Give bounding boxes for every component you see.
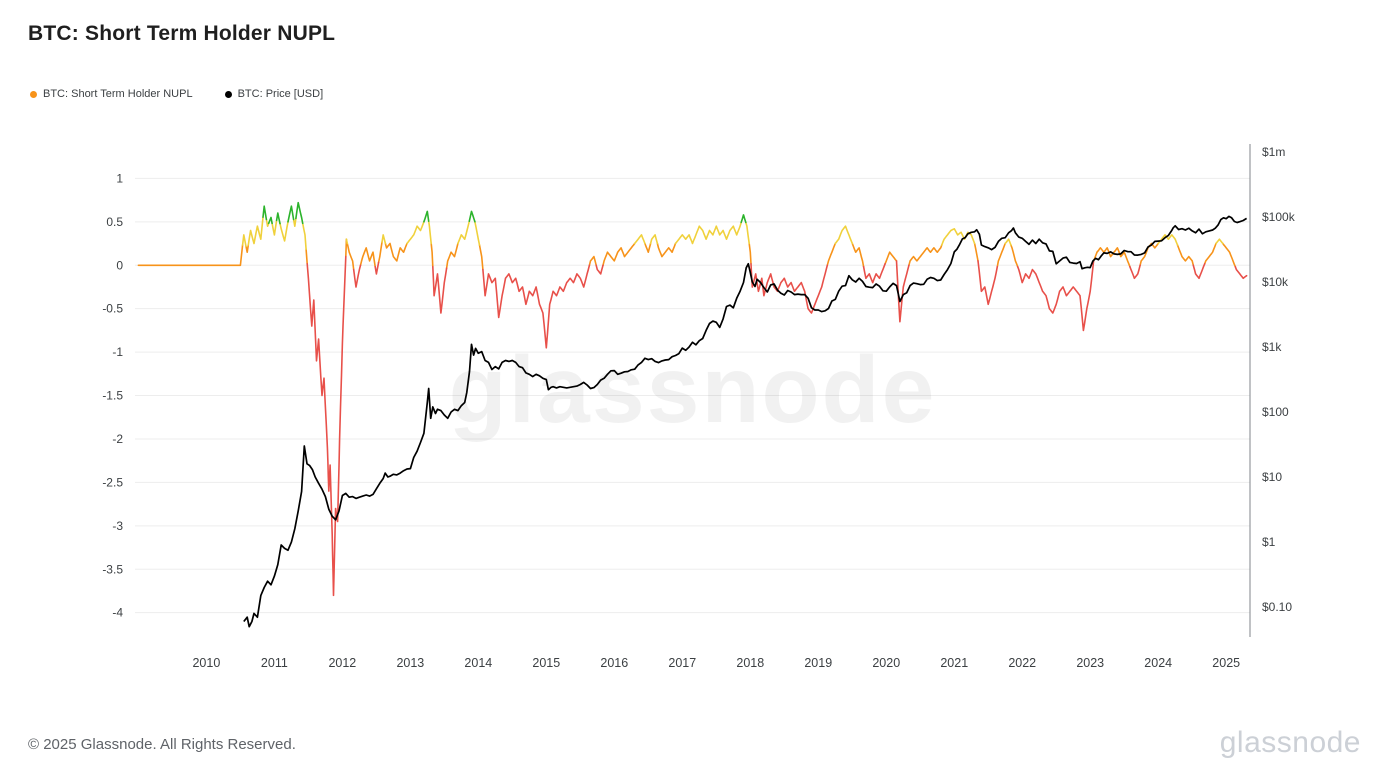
nupl-series-line (306, 255, 1248, 597)
x-axis-tick-label: 2011 (261, 656, 288, 670)
nupl-series-line (262, 201, 747, 225)
footer-logo: glassnode (1219, 726, 1361, 759)
x-axis-tick-label: 2014 (464, 656, 492, 670)
left-axis-tick-label: 0.5 (106, 215, 123, 229)
right-axis-tick-label: $100k (1262, 210, 1296, 224)
x-axis-tick-label: 2024 (1144, 656, 1172, 670)
x-axis-tick-label: 2022 (1008, 656, 1036, 670)
legend-dot-nupl-icon (30, 90, 37, 98)
legend-label-price: BTC: Price [USD] (237, 88, 324, 100)
x-axis-tick-label: 2016 (600, 656, 628, 670)
right-axis-tick-label: $1m (1262, 145, 1285, 159)
watermark: glassnode (449, 337, 937, 443)
x-axis-tick-label: 2015 (532, 656, 560, 670)
right-axis-tick-label: $10k (1262, 275, 1289, 289)
legend-dot-price-icon (224, 90, 232, 98)
nupl-series-line (241, 216, 1224, 251)
left-axis-tick-label: -4 (112, 606, 123, 620)
nupl-series-line (137, 238, 1237, 271)
legend-label-nupl: BTC: Short Term Holder NUPL (43, 88, 193, 100)
legend-item-nupl[interactable]: BTC: Short Term Holder NUPL (30, 88, 193, 100)
left-axis-tick-label: 0 (116, 258, 123, 272)
x-axis-tick-label: 2010 (192, 656, 220, 670)
right-axis-tick-label: $100 (1262, 405, 1289, 419)
x-axis-tick-label: 2021 (940, 656, 968, 670)
left-axis-tick-label: -1 (112, 345, 123, 359)
x-axis-tick-label: 2018 (736, 656, 764, 670)
chart-canvas[interactable]: 1 0.5 0 -0.5 -1 -1.5 -2 -2.5 -3 -3.5 -4 glassnode $1… (0, 110, 1393, 670)
legend: BTC: Short Term Holder NUPL BTC: Price [… (30, 88, 323, 100)
x-axis-tick-label: 2013 (396, 656, 424, 670)
right-axis-tick-label: $0.10 (1262, 600, 1292, 614)
left-axis-tick-label: 1 (116, 171, 123, 185)
left-axis-tick-label: -1.5 (102, 389, 123, 403)
legend-item-price[interactable]: BTC: Price [USD] (224, 88, 324, 100)
left-axis-tick-label: -0.5 (102, 302, 123, 316)
chart-title: BTC: Short Term Holder NUPL (28, 22, 336, 45)
right-axis-tick-label: $1k (1262, 340, 1282, 354)
x-axis-tick-label: 2023 (1076, 656, 1104, 670)
x-axis-tick-label: 2020 (872, 656, 900, 670)
right-axis-tick-label: $1 (1262, 535, 1276, 549)
right-axis-tick-label: $10 (1262, 470, 1282, 484)
footer-copyright: © 2025 Glassnode. All Rights Reserved. (28, 736, 296, 753)
price-series-line (243, 215, 1248, 628)
x-axis-tick-label: 2017 (668, 656, 696, 670)
left-axis-tick-label: -2 (112, 432, 123, 446)
x-axis-tick-label: 2025 (1212, 656, 1240, 670)
x-axis-tick-label: 2012 (328, 656, 356, 670)
left-axis-tick-label: -3 (112, 519, 123, 533)
left-axis-tick-label: -3.5 (102, 562, 123, 576)
left-axis-tick-label: -2.5 (102, 475, 123, 489)
x-axis-tick-label: 2019 (804, 656, 832, 670)
